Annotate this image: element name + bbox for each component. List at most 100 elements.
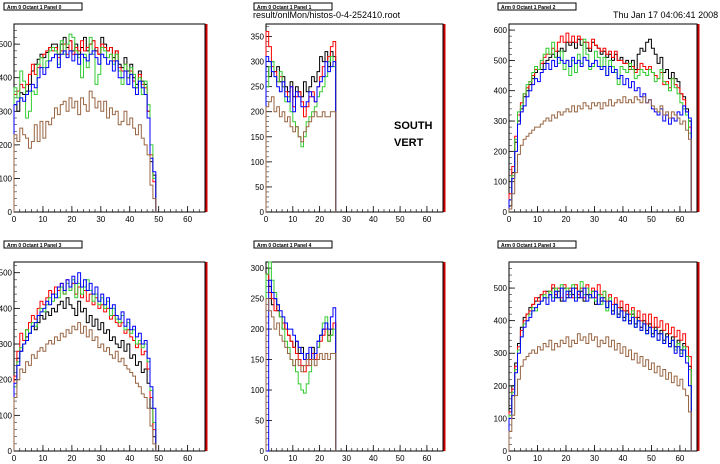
x-tick-label: 40 [125, 215, 134, 224]
timestamp-label: Thu Jan 17 04:06:41 2008 [613, 10, 719, 20]
y-tick-label: 100 [0, 411, 13, 420]
panel-title: Arm 0 Octant 1 Panel 4 [257, 243, 312, 249]
y-tick-label: 200 [251, 325, 265, 334]
x-tick-label: 0 [507, 215, 512, 224]
x-tick-label: 40 [369, 215, 378, 224]
x-tick-label: 20 [67, 215, 76, 224]
x-tick-label: 60 [675, 215, 684, 224]
y-tick-label: 200 [494, 147, 508, 156]
y-tick-label: 300 [251, 264, 265, 273]
x-tick-label: 20 [562, 454, 571, 463]
panel-title-box [3, 2, 83, 11]
panel-title: Arm 0 Octant 1 Panel 0 [7, 5, 62, 11]
y-tick-label: 300 [0, 107, 13, 116]
x-tick-label: 60 [675, 454, 684, 463]
y-tick-label: 500 [0, 269, 13, 278]
x-tick-label: 40 [369, 454, 378, 463]
histogram-series [13, 50, 157, 212]
y-tick-label: 500 [494, 284, 508, 293]
plot-frame [265, 261, 444, 452]
panel-title: Arm 0 Octant 1 Panel 3 [7, 243, 62, 249]
y-tick-label: 400 [494, 87, 508, 96]
y-tick-label: 300 [494, 349, 508, 358]
histogram-series [508, 96, 692, 212]
x-tick-label: 0 [264, 215, 269, 224]
x-tick-label: 50 [396, 454, 405, 463]
y-tick-label: 50 [255, 417, 264, 426]
y-tick-label: 0 [8, 447, 13, 456]
y-tick-label: 100 [251, 386, 265, 395]
histogram-series [13, 40, 157, 212]
histogram-series [13, 90, 157, 212]
x-tick-label: 0 [12, 215, 17, 224]
plot-frame [13, 261, 206, 452]
panel-title-box [253, 240, 333, 249]
y-tick-label: 200 [0, 376, 13, 385]
y-tick-label: 400 [0, 74, 13, 83]
plot-frame [508, 23, 698, 213]
x-tick-label: 30 [590, 215, 599, 224]
histogram-series [13, 322, 157, 451]
x-tick-label: 10 [533, 215, 542, 224]
histogram-series [508, 284, 692, 451]
y-tick-label: 300 [251, 58, 265, 67]
x-tick-label: 50 [647, 215, 656, 224]
plot-frame [508, 261, 698, 452]
y-tick-label: 600 [494, 26, 508, 35]
y-tick-label: 400 [494, 317, 508, 326]
y-tick-label: 100 [494, 414, 508, 423]
x-tick-label: 50 [396, 215, 405, 224]
x-tick-label: 10 [533, 454, 542, 463]
y-tick-label: 0 [503, 208, 508, 217]
histogram-series [265, 56, 337, 212]
y-tick-label: 250 [251, 295, 265, 304]
y-tick-label: 0 [260, 208, 265, 217]
panel-title: Arm 0 Octant 1 Panel 3 [501, 243, 556, 249]
x-tick-label: 60 [422, 215, 431, 224]
x-tick-label: 50 [154, 215, 163, 224]
y-tick-label: 200 [0, 141, 13, 150]
x-tick-label: 20 [315, 454, 324, 463]
x-tick-label: 0 [264, 454, 269, 463]
panel-title-box [497, 2, 577, 11]
y-tick-label: 100 [251, 158, 265, 167]
annotation-vert: VERT [394, 137, 424, 149]
y-tick-label: 300 [494, 117, 508, 126]
histogram-series [13, 33, 157, 212]
histogram-series [13, 297, 157, 451]
histogram-series [508, 287, 692, 451]
file-path-label: result/onlMon/histos-0-4-252410.root [253, 10, 401, 20]
y-tick-label: 50 [255, 183, 264, 192]
x-tick-label: 30 [96, 215, 105, 224]
histogram-series [508, 281, 692, 451]
histogram-series [508, 56, 692, 212]
x-tick-label: 10 [38, 454, 47, 463]
y-tick-label: 500 [0, 40, 13, 49]
y-tick-label: 100 [494, 178, 508, 187]
x-tick-label: 60 [183, 215, 192, 224]
x-tick-label: 40 [618, 215, 627, 224]
x-tick-label: 60 [422, 454, 431, 463]
x-tick-label: 50 [154, 454, 163, 463]
histogram-series [13, 272, 157, 451]
y-tick-label: 200 [251, 108, 265, 117]
panel-title: Arm 0 Octant 1 Panel 2 [501, 5, 556, 11]
panel-title-box [497, 240, 577, 249]
histogram-series [265, 273, 337, 451]
x-tick-label: 20 [315, 215, 324, 224]
y-tick-label: 250 [251, 83, 265, 92]
y-tick-label: 150 [251, 356, 265, 365]
panel-title: Arm 0 Octant 1 Panel 1 [257, 5, 312, 11]
x-tick-label: 30 [342, 215, 351, 224]
histogram-series [508, 333, 692, 451]
annotation-south: SOUTH [394, 120, 433, 132]
x-tick-label: 0 [12, 454, 17, 463]
x-tick-label: 20 [562, 215, 571, 224]
y-tick-label: 150 [251, 133, 265, 142]
x-tick-label: 40 [618, 454, 627, 463]
x-tick-label: 50 [647, 454, 656, 463]
x-tick-label: 30 [96, 454, 105, 463]
x-tick-label: 10 [288, 454, 297, 463]
x-tick-label: 20 [67, 454, 76, 463]
